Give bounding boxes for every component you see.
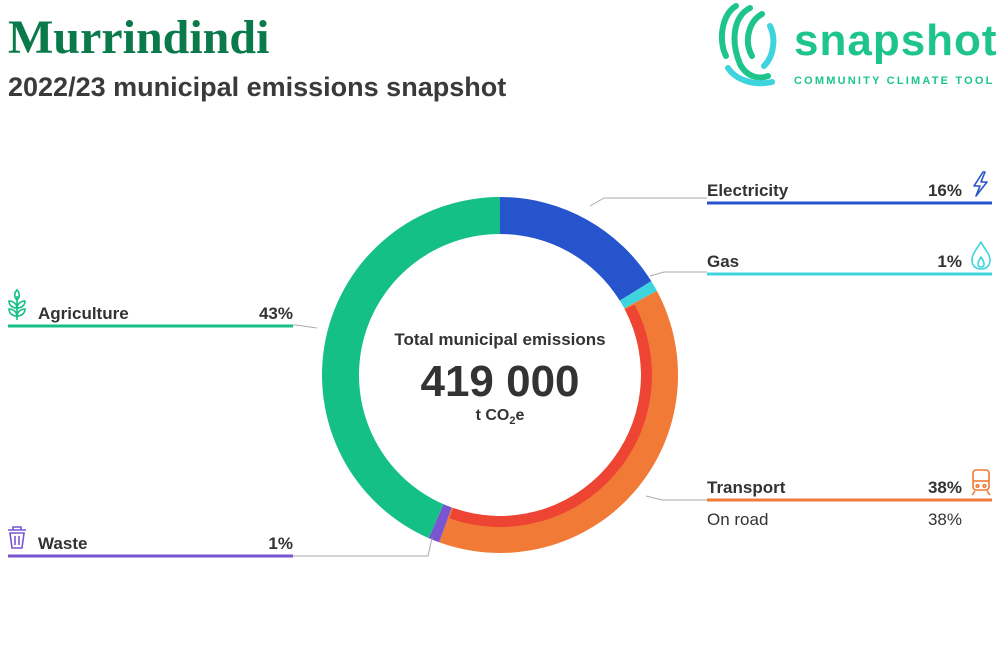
center-unit: t CO2e (476, 407, 525, 427)
subcategory-name-on-road: On road (707, 510, 768, 529)
lightning-icon (973, 171, 988, 197)
donut-slice-gas (619, 281, 657, 309)
label-waste: Waste 1% (8, 526, 433, 558)
unit-prefix: t CO (476, 407, 510, 424)
label-electricity: Electricity 16% (589, 171, 992, 207)
donut-slice-electricity (500, 197, 652, 301)
category-name-transport: Transport (707, 478, 786, 497)
logo-tagline: COMMUNITY CLIMATE TOOL (794, 75, 995, 87)
donut-slice-waste (428, 504, 452, 543)
subcategory-pct-on-road: 38% (928, 510, 962, 529)
unit-suffix: e (516, 407, 525, 424)
label-agriculture: Agriculture 43% (8, 288, 318, 329)
unit-subscript: 2 (509, 415, 515, 427)
leader-line-gas (649, 271, 707, 277)
snapshot-logo: snapshot COMMUNITY CLIMATE TOOL (714, 0, 1000, 90)
donut-slice-transport (439, 290, 678, 553)
category-pct-gas: 1% (937, 252, 962, 271)
page-subtitle: 2022/23 municipal emissions snapshot (8, 72, 507, 102)
category-pct-waste: 1% (268, 534, 293, 553)
center-total: 419 000 (420, 357, 579, 406)
logo-wordmark: snapshot (794, 16, 998, 65)
label-gas: Gas 1% (649, 241, 992, 277)
flame-icon (971, 241, 991, 270)
category-name-waste: Waste (38, 534, 87, 553)
category-pct-agriculture: 43% (259, 304, 293, 323)
category-pct-transport: 38% (928, 478, 962, 497)
snapshot-logo-icon (718, 3, 777, 87)
page-title: Murrindindi (8, 11, 270, 64)
label-transport: Transport 38% On road 38% (645, 469, 992, 529)
category-name-electricity: Electricity (707, 181, 789, 200)
category-pct-electricity: 16% (928, 181, 962, 200)
donut-slice-agriculture (321, 197, 500, 539)
category-name-agriculture: Agriculture (38, 304, 129, 323)
leader-line-transport (645, 495, 707, 501)
plant-icon (8, 288, 26, 320)
donut-ring (321, 197, 678, 553)
center-caption: Total municipal emissions (394, 330, 605, 349)
leader-line-electricity (589, 197, 707, 207)
train-icon (971, 469, 991, 496)
category-name-gas: Gas (707, 252, 739, 271)
bin-icon (8, 526, 26, 549)
